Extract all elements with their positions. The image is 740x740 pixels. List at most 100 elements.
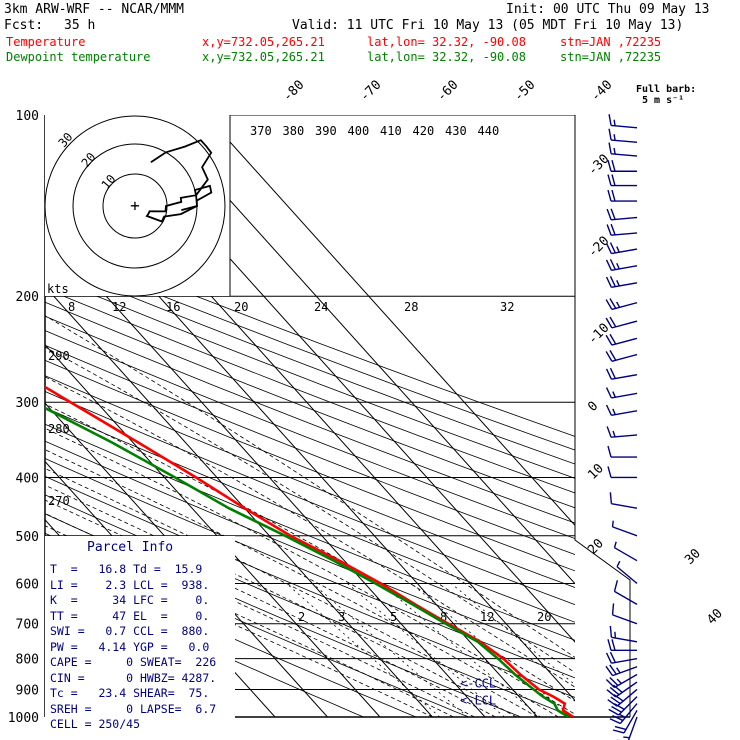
- wind-barb-half: [623, 736, 630, 739]
- parcel-info-row: PW = 4.14 YGP = 0.0: [50, 639, 210, 654]
- theta-e-label: 380: [283, 124, 305, 138]
- mixing-ratio-label: 3: [338, 610, 345, 624]
- wind-barb: [609, 625, 638, 643]
- dry-adiabat-line: [45, 315, 575, 524]
- theta-label: 290: [48, 349, 70, 363]
- temperature-top-label: -50: [511, 78, 538, 105]
- wind-barb-half: [616, 560, 621, 568]
- hodograph-unit-label: kts: [47, 282, 69, 296]
- wind-barb-full: [607, 639, 612, 651]
- wind-barb-full: [613, 693, 624, 702]
- wind-barb: [613, 580, 638, 605]
- wind-barb-staff: [615, 681, 638, 698]
- wind-barb-full: [606, 208, 612, 221]
- isotherm-line: [0, 115, 13, 717]
- wind-barb-full: [608, 114, 612, 126]
- wind-barb-staff: [616, 688, 638, 707]
- wind-barb-full: [605, 665, 614, 677]
- wind-barb-full: [609, 367, 616, 379]
- wind-barb-half: [619, 714, 626, 719]
- wind-barb-staff: [611, 337, 638, 346]
- wind-barb: [606, 681, 638, 698]
- wind-barb-staff: [611, 139, 638, 143]
- dry-adiabat-line: [45, 573, 364, 717]
- speed-tick-label: 28: [404, 300, 418, 314]
- speed-tick-label: 24: [314, 300, 328, 314]
- hodograph-ring: [44, 115, 226, 297]
- wind-barb-full: [612, 729, 625, 734]
- isotherm-line: [45, 285, 433, 717]
- hodograph-background: [45, 115, 230, 296]
- dewpoint-xy: x,y=732.05,265.21: [202, 50, 325, 64]
- wind-barb-staff: [611, 248, 638, 255]
- dewpoint-latlon: lat,lon= 32.32, -90.08: [367, 50, 526, 64]
- dry-adiabat-line: [45, 440, 575, 660]
- wind-barb-staff: [611, 320, 638, 329]
- moist-adiabat-line: [45, 484, 517, 717]
- wind-barb-staff: [611, 153, 638, 157]
- isotherm-line: [205, 115, 575, 527]
- wind-barb-full: [608, 708, 619, 716]
- wind-barb-full: [605, 387, 613, 399]
- pressure-tick-label: 200: [16, 290, 39, 305]
- wind-barb: [606, 208, 638, 221]
- wind-barb-staff: [611, 265, 638, 271]
- wind-barb: [608, 128, 638, 143]
- wind-barb: [607, 189, 637, 202]
- wind-barb-full: [611, 160, 616, 172]
- theta-label: 270: [48, 494, 70, 508]
- wind-barb: [605, 333, 638, 346]
- parcel-info-panel: Parcel Info T = 16.8 Td = 15.9 LI = 2.3 L…: [45, 536, 235, 731]
- wind-barb-staff: [611, 410, 638, 417]
- isotherm-line: [45, 344, 381, 717]
- wind-barb-full: [611, 189, 616, 202]
- wind-barb-staff: [612, 666, 638, 677]
- temperature-right-label: -10: [585, 321, 612, 348]
- wind-barb-staff: [611, 434, 638, 438]
- wind-barb: [605, 242, 638, 255]
- pressure-tick-label: 700: [16, 618, 39, 633]
- temperature-right-label: 10: [585, 461, 607, 483]
- wind-barb: [611, 520, 638, 537]
- wind-barb-full: [609, 686, 620, 696]
- dry-adiabat-line: [45, 274, 575, 479]
- wind-barb-full: [613, 580, 619, 592]
- theta-label: 280: [48, 422, 70, 436]
- wind-barb: [607, 174, 637, 187]
- parcel-info-row: K = 34 LFC = 0.: [50, 593, 210, 607]
- wind-barb-staff: [612, 614, 638, 625]
- level-annotation: <-CCL: [460, 677, 496, 691]
- wind-barb-full: [605, 259, 613, 271]
- speed-tick-label: 16: [166, 300, 180, 314]
- wind-barb-full: [610, 208, 616, 220]
- wind-barb-staff: [614, 673, 638, 689]
- wind-barb: [607, 160, 637, 172]
- wind-barb-half: [616, 246, 620, 253]
- isotherm-line: [45, 402, 328, 717]
- valid-time: Valid: 11 UTC Fri 10 May 13 (05 MDT Fri …: [292, 18, 684, 33]
- wind-barb-staff: [614, 590, 638, 605]
- parcel-info-row: Tc = 23.4 SHEAR= 75.: [50, 686, 210, 700]
- level-annotation: <-LCL: [460, 693, 496, 707]
- pressure-tick-label: 400: [16, 471, 39, 486]
- wind-barb-full: [610, 696, 621, 705]
- wind-barb-full: [609, 651, 616, 663]
- wind-barb-full: [605, 242, 613, 254]
- wind-barb-full: [607, 160, 612, 172]
- wind-barb: [606, 426, 638, 438]
- dewpoint-station: stn=JAN ,72235: [560, 50, 662, 64]
- wind-barb-staff: [611, 392, 638, 399]
- wind-barb-half: [613, 541, 617, 548]
- barb-unit: 5 m s⁻¹: [642, 95, 685, 106]
- parcel-info-rows: T = 16.8 Td = 15.9 LI = 2.3 LCL = 938. K =…: [50, 562, 216, 733]
- wind-barb-half: [616, 262, 620, 270]
- wind-barb: [605, 350, 638, 362]
- wind-barb: [611, 603, 638, 625]
- wind-barb-full: [607, 699, 618, 707]
- hodograph-trace: [145, 139, 213, 223]
- mixing-ratio-label: 8: [440, 610, 447, 624]
- parcel-info-row: TT = 47 EL = 0.: [50, 608, 210, 623]
- speed-tick-label: 8: [68, 300, 75, 314]
- pressure-tick-label: 500: [16, 530, 39, 545]
